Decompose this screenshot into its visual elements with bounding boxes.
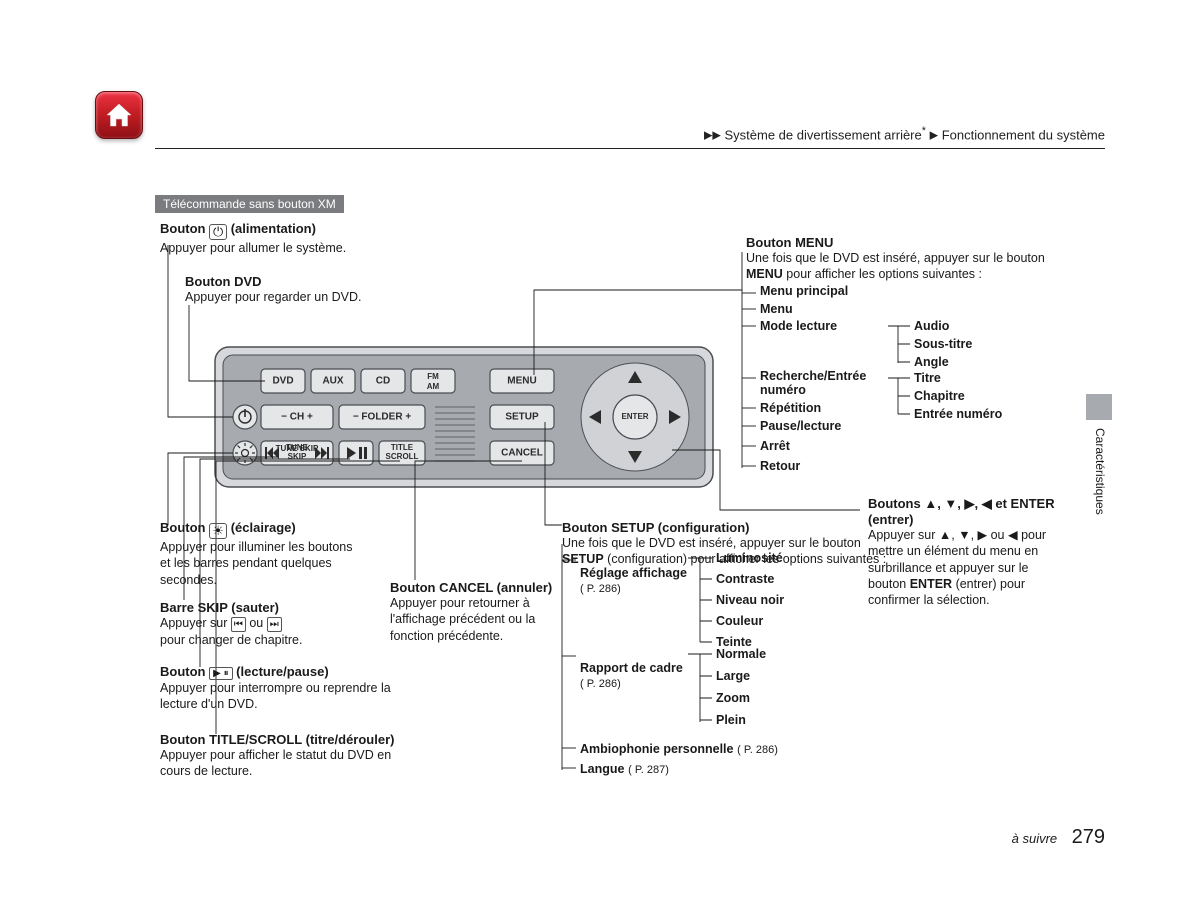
menu-db: MENU bbox=[746, 267, 783, 281]
menu-f: Pause/lecture bbox=[760, 419, 841, 433]
menu-c: Mode lecture bbox=[760, 319, 837, 333]
svg-text:TUNE: TUNE bbox=[286, 443, 308, 452]
power-title-post: (alimentation) bbox=[227, 221, 316, 236]
btn-power[interactable] bbox=[233, 405, 257, 429]
menu-h: Retour bbox=[760, 459, 800, 473]
menu-title: Bouton MENU bbox=[746, 235, 833, 250]
setup-a1: Luminosité bbox=[716, 551, 783, 565]
pp-title-post: (lecture/pause) bbox=[233, 664, 329, 679]
cancel-title: Bouton CANCEL (annuler) bbox=[390, 580, 552, 595]
menu-d2: pour afficher les options suivantes : bbox=[783, 267, 982, 281]
arr-d2: ou bbox=[987, 528, 1008, 542]
callout-cancel: Bouton CANCEL (annuler) Appuyer pour ret… bbox=[390, 580, 560, 644]
svg-text:FM: FM bbox=[427, 372, 439, 381]
btn-ch[interactable]: − CH + bbox=[261, 405, 333, 429]
callout-power: Bouton ⏻ (alimentation) Appuyer pour all… bbox=[160, 221, 440, 256]
callout-dvd: Bouton DVD Appuyer pour regarder un DVD. bbox=[185, 274, 465, 305]
callout-titlescroll: Bouton TITLE/SCROLL (titre/dérouler) App… bbox=[160, 732, 420, 780]
svg-text:CANCEL: CANCEL bbox=[501, 448, 543, 459]
callout-menu: Bouton MENU Une fois que le DVD est insé… bbox=[746, 235, 1056, 283]
setup-title: Bouton SETUP (configuration) bbox=[562, 520, 750, 535]
setup-b1: Normale bbox=[716, 647, 766, 661]
menu-d2: Chapitre bbox=[914, 389, 965, 403]
svg-text:TITLE: TITLE bbox=[391, 443, 414, 452]
menu-d1: Titre bbox=[914, 371, 941, 385]
svg-text:SCROLL: SCROLL bbox=[386, 452, 419, 461]
btn-folder[interactable]: − FOLDER + bbox=[339, 405, 425, 429]
power-title-pre: Bouton bbox=[160, 221, 209, 236]
menu-d1: Une fois que le DVD est inséré, appuyer … bbox=[746, 251, 1045, 265]
skip-mid: ou bbox=[246, 616, 267, 630]
arr-pre: Boutons bbox=[868, 496, 924, 511]
setup-b2: Large bbox=[716, 669, 750, 683]
svg-text:DVD: DVD bbox=[272, 376, 293, 387]
setup-a4: Couleur bbox=[716, 614, 763, 628]
light-desc: Appuyer pour illuminer les boutons et le… bbox=[160, 540, 352, 587]
footer: à suivre 279 bbox=[1012, 826, 1105, 849]
btn-cd[interactable]: CD bbox=[361, 369, 405, 393]
menu-c2: Sous-titre bbox=[914, 337, 972, 351]
menu-e: Répétition bbox=[760, 401, 821, 415]
callout-playpause: Bouton ▶ ⏸ (lecture/pause) Appuyer pour … bbox=[160, 664, 400, 713]
svg-text:AUX: AUX bbox=[322, 376, 343, 387]
menu-a: Menu principal bbox=[760, 284, 848, 298]
setup-c: Ambiophonie personnelle ( P. 286) bbox=[580, 741, 778, 756]
setup-a2: Contraste bbox=[716, 572, 774, 586]
menu-d: Recherche/Entrée numéro bbox=[760, 369, 890, 397]
continue: à suivre bbox=[1012, 831, 1058, 846]
page-number: 279 bbox=[1072, 826, 1105, 848]
skip-pre: Appuyer sur bbox=[160, 616, 231, 630]
btn-aux[interactable]: AUX bbox=[311, 369, 355, 393]
menu-c3: Angle bbox=[914, 355, 949, 369]
ts-title: Bouton TITLE/SCROLL (titre/dérouler) bbox=[160, 732, 394, 747]
btn-dvd[interactable]: DVD bbox=[261, 369, 305, 393]
callout-light: Bouton ☀ (éclairage) Appuyer pour illumi… bbox=[160, 520, 360, 588]
setup-d1: Une fois que le DVD est inséré, appuyer … bbox=[562, 536, 861, 550]
light-title-pre: Bouton bbox=[160, 520, 209, 535]
dvd-desc: Appuyer pour regarder un DVD. bbox=[185, 290, 361, 304]
svg-text:SKIP: SKIP bbox=[288, 452, 307, 461]
svg-text:CD: CD bbox=[376, 376, 390, 387]
setup-b: Rapport de cadre ( P. 286) bbox=[580, 660, 683, 690]
callout-arrows: Boutons ▲, ▼, ▶, ◀ et ENTER (entrer) App… bbox=[868, 496, 1058, 608]
power-desc: Appuyer pour allumer le système. bbox=[160, 241, 346, 255]
arr-db: ENTER bbox=[910, 577, 952, 591]
callout-skip: Barre SKIP (sauter) Appuyer sur ⏮ ou ⏭po… bbox=[160, 600, 390, 648]
menu-b: Menu bbox=[760, 302, 793, 316]
skip-title: Barre SKIP (sauter) bbox=[160, 600, 279, 615]
cancel-desc: Appuyer pour retourner à l'affichage pré… bbox=[390, 596, 535, 643]
setup-a: Réglage affichage ( P. 286) bbox=[580, 565, 687, 595]
arr-d1: Appuyer sur bbox=[868, 528, 939, 542]
btn-menu[interactable]: MENU bbox=[490, 369, 554, 393]
dpad[interactable]: ENTER bbox=[581, 363, 689, 471]
svg-text:AM: AM bbox=[427, 382, 440, 391]
setup-b4: Plein bbox=[716, 713, 746, 727]
menu-g: Arrêt bbox=[760, 439, 790, 453]
setup-a3: Niveau noir bbox=[716, 593, 784, 607]
menu-c1: Audio bbox=[914, 319, 949, 333]
dvd-title: Bouton DVD bbox=[185, 274, 262, 289]
btn-fmam[interactable]: FM AM bbox=[411, 369, 455, 393]
svg-text:− CH +: − CH + bbox=[281, 412, 313, 423]
pp-desc: Appuyer pour interrompre ou reprendre la… bbox=[160, 681, 391, 711]
svg-text:− FOLDER +: − FOLDER + bbox=[353, 412, 412, 423]
svg-text:SETUP: SETUP bbox=[505, 412, 539, 423]
setup-b3: Zoom bbox=[716, 691, 750, 705]
remote-panel: DVD AUX CD FM AM − CH + − FOLDER + bbox=[215, 347, 713, 487]
svg-text:MENU: MENU bbox=[507, 376, 536, 387]
btn-setup[interactable]: SETUP bbox=[490, 405, 554, 429]
svg-text:ENTER: ENTER bbox=[621, 412, 648, 421]
setup-d: Langue ( P. 287) bbox=[580, 761, 669, 776]
ts-desc: Appuyer pour afficher le statut du DVD e… bbox=[160, 748, 391, 778]
pp-title-pre: Bouton bbox=[160, 664, 209, 679]
menu-d3: Entrée numéro bbox=[914, 407, 1002, 421]
light-title-post: (éclairage) bbox=[227, 520, 296, 535]
